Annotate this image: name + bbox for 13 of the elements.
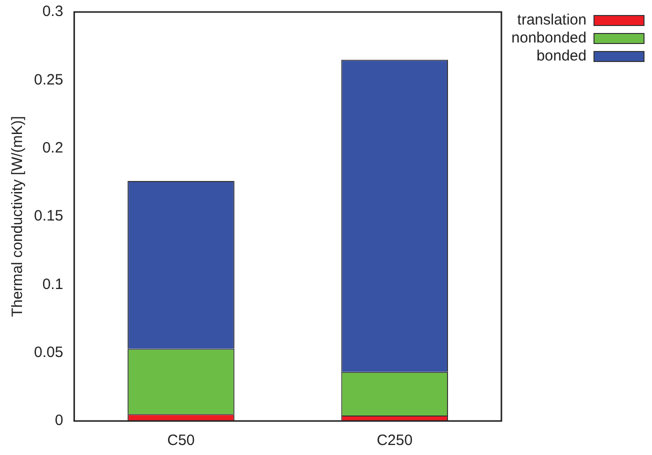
legend-label: bonded bbox=[536, 48, 586, 65]
y-tick-label: 0.1 bbox=[42, 276, 64, 293]
x-tick-label: C50 bbox=[167, 432, 195, 450]
x-tick-label: C250 bbox=[376, 432, 413, 450]
y-tick-label: 0.25 bbox=[34, 71, 64, 88]
y-axis-title: Thermal conductivity [W/(mK)] bbox=[9, 116, 26, 317]
y-tick-label: 0.15 bbox=[34, 208, 64, 225]
legend-label: translation bbox=[517, 12, 586, 29]
y-tick-label: 0.2 bbox=[42, 139, 64, 156]
y-tick-label: 0.3 bbox=[42, 3, 64, 20]
y-tick-label: 0 bbox=[54, 412, 64, 430]
legend-label: nonbonded bbox=[511, 30, 586, 47]
y-tick-label: 0.05 bbox=[34, 344, 64, 361]
